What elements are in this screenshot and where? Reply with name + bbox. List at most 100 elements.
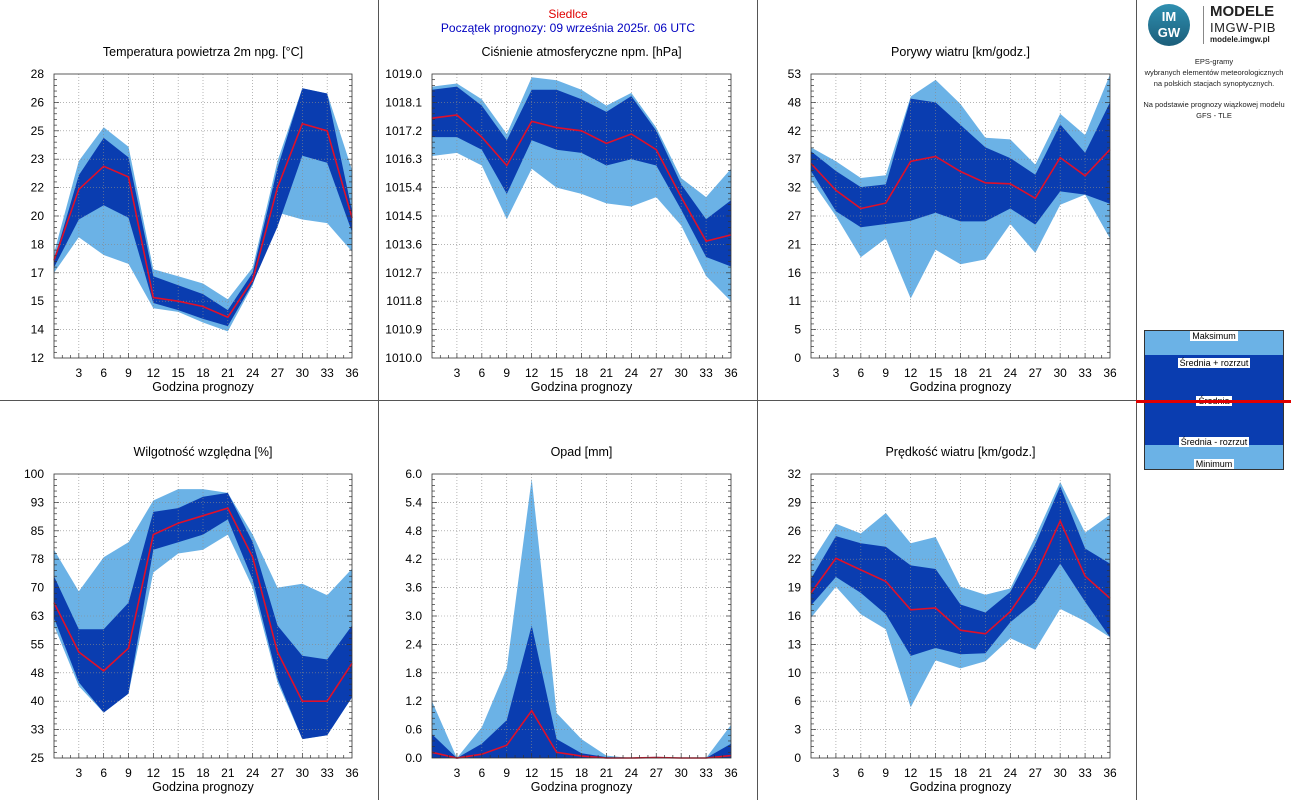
- x-tick-label: 33: [320, 766, 334, 780]
- x-tick-label: 27: [271, 766, 285, 780]
- x-tick-label: 12: [525, 766, 539, 780]
- x-tick-label: 21: [221, 766, 235, 780]
- y-tick-label: 25: [31, 751, 45, 765]
- y-tick-label: 28: [31, 67, 45, 81]
- x-tick-label: 27: [1029, 366, 1043, 380]
- y-tick-label: 0: [794, 351, 801, 365]
- outer-band: [432, 478, 731, 758]
- x-tick-label: 12: [904, 766, 918, 780]
- x-tick-label: 18: [575, 366, 589, 380]
- y-tick-label: 55: [31, 637, 45, 651]
- x-tick-label: 30: [296, 766, 310, 780]
- x-tick-label: 15: [171, 766, 185, 780]
- y-tick-label: 26: [31, 95, 45, 109]
- mean-line: [53, 122, 353, 319]
- y-tick-label: 4.8: [405, 524, 422, 538]
- x-tick-label: 36: [1103, 766, 1117, 780]
- x-axis-label: Godzina prognozy: [152, 380, 254, 394]
- x-tick-label: 30: [1053, 766, 1067, 780]
- chart-title: Prędkość wiatru [km/godz.]: [885, 445, 1035, 459]
- x-tick-label: 6: [100, 366, 107, 380]
- y-tick-label: 14: [31, 323, 45, 337]
- x-tick-label: 36: [724, 366, 738, 380]
- x-tick-label: 27: [650, 766, 664, 780]
- y-tick-label: 17: [31, 266, 45, 280]
- x-tick-label: 15: [171, 366, 185, 380]
- x-tick-label: 6: [857, 766, 864, 780]
- x-tick-label: 27: [1029, 766, 1043, 780]
- y-tick-label: 3.6: [405, 581, 422, 595]
- y-tick-label: 3: [794, 723, 801, 737]
- y-tick-label: 0.6: [405, 723, 422, 737]
- legend-plus: Średnia + rozrzut: [1177, 358, 1251, 368]
- y-tick-label: 63: [31, 609, 45, 623]
- y-tick-label: 78: [31, 552, 45, 566]
- y-tick-label: 18: [31, 237, 45, 251]
- y-tick-label: 5: [794, 323, 801, 337]
- x-tick-label: 12: [147, 366, 161, 380]
- y-tick-label: 0: [794, 751, 801, 765]
- y-tick-label: 33: [31, 723, 45, 737]
- x-tick-label: 9: [125, 766, 132, 780]
- y-tick-label: 16: [788, 609, 802, 623]
- x-tick-label: 33: [1078, 366, 1092, 380]
- y-tick-label: 12: [31, 351, 45, 365]
- y-tick-label: 1015.4: [385, 181, 422, 195]
- legend-mean-line: [1136, 400, 1291, 403]
- imgw-badge: IM GW: [1148, 4, 1190, 46]
- x-tick-label: 24: [625, 766, 639, 780]
- x-tick-label: 36: [345, 366, 359, 380]
- chart-title: Temperatura powietrza 2m npg. [°C]: [103, 45, 303, 59]
- x-tick-label: 24: [246, 766, 260, 780]
- y-tick-label: 29: [788, 495, 802, 509]
- y-tick-label: 70: [31, 581, 45, 595]
- y-tick-label: 85: [31, 524, 45, 538]
- y-tick-label: 48: [788, 95, 802, 109]
- y-tick-label: 27: [788, 209, 802, 223]
- x-tick-label: 9: [882, 766, 889, 780]
- x-tick-label: 12: [904, 366, 918, 380]
- description-line-1: EPS-gramy: [1194, 57, 1234, 66]
- x-tick-label: 36: [345, 766, 359, 780]
- y-tick-label: 0.0: [405, 751, 422, 765]
- badge-top: IM: [1161, 9, 1177, 24]
- x-tick-label: 24: [1004, 366, 1018, 380]
- x-tick-label: 18: [954, 366, 968, 380]
- y-tick-label: 1017.2: [385, 124, 422, 138]
- x-tick-label: 9: [503, 366, 510, 380]
- mean-line: [810, 149, 1111, 210]
- logo-subtitle: IMGW-PIB: [1210, 20, 1276, 35]
- description-line-5: GFS - TLE: [1196, 111, 1232, 120]
- x-tick-label: 21: [600, 766, 614, 780]
- y-tick-label: 1014.5: [385, 209, 422, 223]
- x-tick-label: 3: [833, 366, 840, 380]
- x-tick-label: 3: [454, 366, 461, 380]
- x-tick-label: 36: [724, 766, 738, 780]
- inner-band: [54, 88, 352, 327]
- y-tick-label: 32: [788, 181, 802, 195]
- y-tick-label: 10: [788, 666, 802, 680]
- y-tick-label: 1011.8: [386, 294, 422, 308]
- chart-title: Wilgotność względna [%]: [134, 445, 273, 459]
- y-tick-label: 15: [31, 294, 45, 308]
- x-tick-label: 30: [674, 766, 688, 780]
- x-tick-label: 3: [75, 366, 82, 380]
- chart-title: Opad [mm]: [551, 445, 613, 459]
- y-tick-label: 53: [788, 67, 802, 81]
- y-tick-label: 93: [31, 495, 45, 509]
- x-tick-label: 18: [196, 766, 210, 780]
- x-axis-label: Godzina prognozy: [531, 380, 633, 394]
- x-tick-label: 21: [979, 366, 993, 380]
- description-line-4: Na podstawie prognozy wiązkowej modelu: [1143, 100, 1285, 109]
- x-tick-label: 21: [221, 366, 235, 380]
- chart-title: Porywy wiatru [km/godz.]: [891, 45, 1030, 59]
- inner-band: [54, 492, 352, 740]
- y-tick-label: 11: [789, 294, 802, 308]
- x-tick-label: 3: [454, 766, 461, 780]
- description-line-3: na polskich stacjach synoptycznych.: [1153, 79, 1275, 88]
- y-tick-label: 23: [31, 152, 45, 166]
